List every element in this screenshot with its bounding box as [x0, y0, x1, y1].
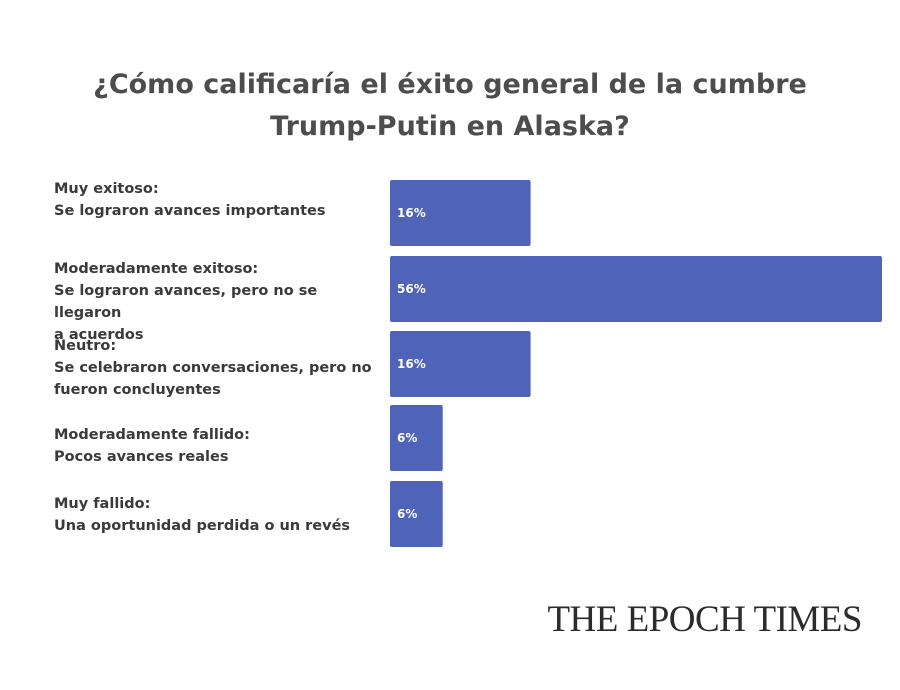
category-label-muy-fallido: Muy fallido: Una oportunidad perdida o u… — [54, 493, 384, 537]
category-label-line: Se celebraron conversaciones, pero no — [54, 360, 372, 376]
bar-value-label-3: 16% — [397, 357, 426, 371]
category-label-moderadamente-fallido: Moderadamente fallido: Pocos avances rea… — [54, 424, 384, 468]
category-label-line: Se lograron avances importantes — [54, 203, 326, 219]
bar-value-label-5: 6% — [397, 507, 417, 521]
category-label-muy-exitoso: Muy exitoso: Se lograron avances importa… — [54, 178, 384, 222]
bar-5 — [390, 481, 443, 547]
bar-2 — [390, 256, 882, 322]
bar-value-label-1: 16% — [397, 206, 426, 220]
category-label-line: Una oportunidad perdida o un revés — [54, 518, 351, 534]
category-label-line: fueron concluyentes — [54, 382, 221, 398]
category-label-line: Moderadamente fallido: — [54, 427, 250, 443]
category-label-neutro: Neutro: Se celebraron conversaciones, pe… — [54, 335, 384, 401]
chart-title: ¿Cómo calificaría el éxito general de la… — [0, 64, 900, 148]
chart-title-line-1: ¿Cómo calificaría el éxito general de la… — [93, 69, 807, 100]
category-label-line: a acuerdos — [54, 327, 144, 343]
category-label-line: Se lograron avances, pero no se llegaron — [54, 283, 318, 321]
category-label-moderadamente-exitoso: Moderadamente exitoso: Se lograron avanc… — [54, 258, 384, 346]
chart-title-line-2: Trump-Putin en Alaska? — [270, 111, 630, 142]
bar-value-label-4: 6% — [397, 431, 417, 445]
bar-1 — [390, 180, 531, 246]
bar-value-label-2: 56% — [397, 282, 426, 296]
epoch-times-logo: THE EPOCH TIMES — [547, 599, 862, 640]
category-label-line: Muy exitoso: — [54, 181, 159, 197]
bar-4 — [390, 405, 443, 471]
category-label-line: Moderadamente exitoso: — [54, 261, 259, 277]
bar-3 — [390, 331, 531, 397]
category-label-line: Pocos avances reales — [54, 449, 229, 465]
category-label-line: Neutro: — [54, 338, 117, 354]
category-label-line: Muy fallido: — [54, 496, 151, 512]
